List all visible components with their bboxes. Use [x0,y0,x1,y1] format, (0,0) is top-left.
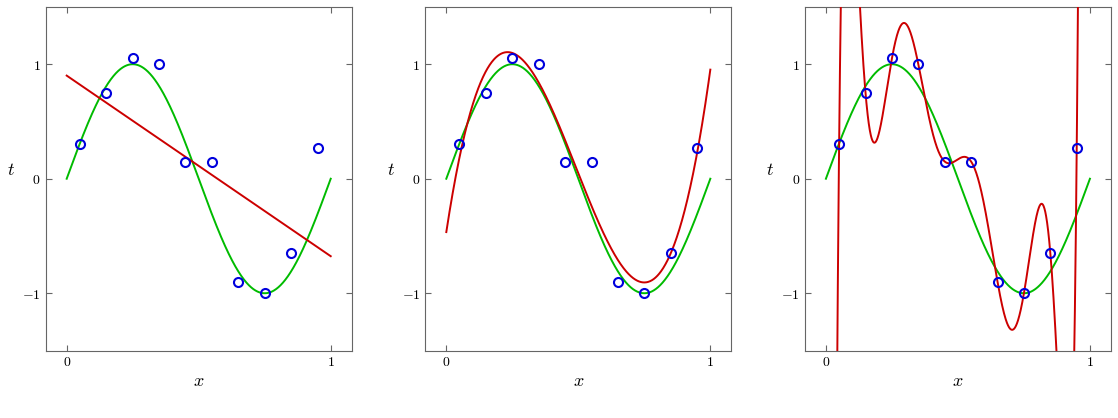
X-axis label: $x$: $x$ [572,372,584,390]
X-axis label: $x$: $x$ [193,372,205,390]
Y-axis label: $t$: $t$ [7,161,15,179]
X-axis label: $x$: $x$ [953,372,964,390]
Y-axis label: $t$: $t$ [766,161,774,179]
Y-axis label: $t$: $t$ [387,161,395,179]
